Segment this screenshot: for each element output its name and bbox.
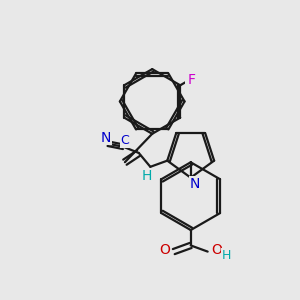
Text: O: O (159, 243, 170, 257)
Text: N: N (100, 130, 111, 145)
Text: N: N (189, 177, 200, 191)
Text: C: C (121, 134, 129, 147)
Text: F: F (186, 73, 194, 87)
Text: F: F (188, 73, 196, 87)
Text: H: H (141, 169, 152, 183)
Text: O: O (212, 243, 222, 257)
Text: H: H (221, 249, 231, 262)
